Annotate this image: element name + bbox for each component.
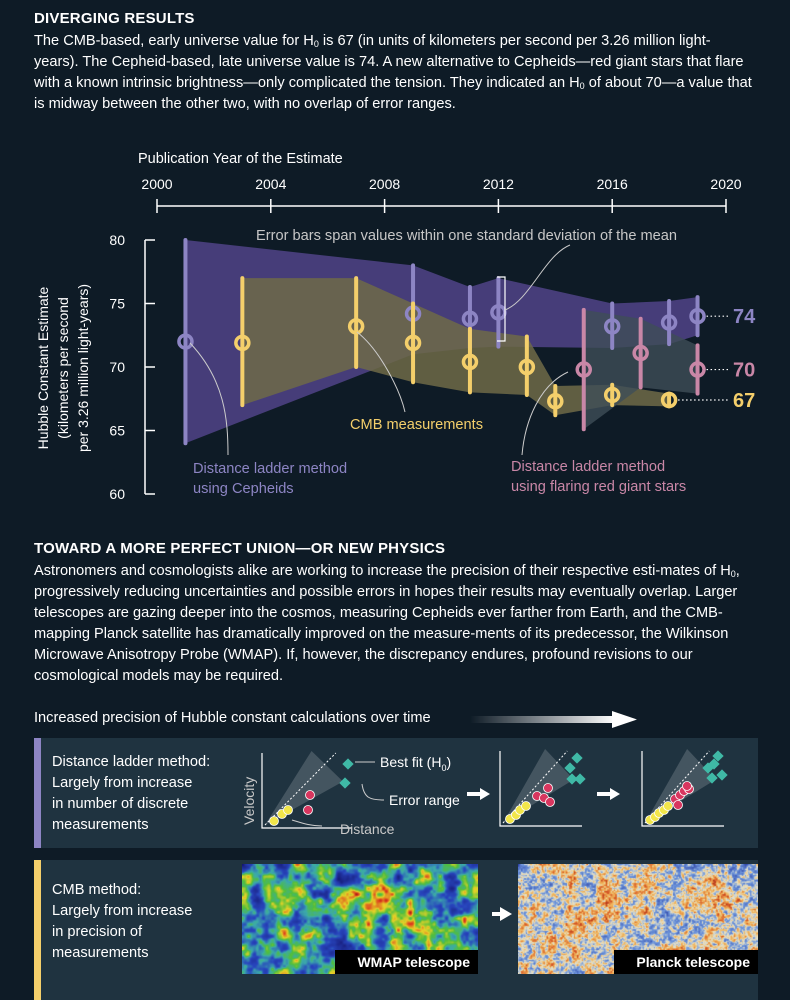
cmb-point — [347, 318, 365, 335]
cmb-point — [404, 334, 422, 352]
wmap-label: WMAP telescope — [335, 950, 478, 974]
cepheid-point — [603, 318, 621, 335]
best-fit-text-end: ) — [446, 754, 451, 770]
cepheid-series-label: Distance ladder method — [193, 461, 347, 477]
teal-diamond — [716, 769, 728, 781]
cmb-leader-line — [356, 331, 406, 413]
y-tick-label: 75 — [109, 296, 125, 312]
cepheid-series-label: using Cepheids — [193, 481, 294, 497]
velocity-label: Velocity — [241, 777, 257, 825]
best-fit-subscript: 0 — [441, 763, 446, 773]
cmb-series-label: CMB measurements — [350, 417, 483, 433]
yellow-point — [663, 801, 673, 811]
panel-color-bar — [34, 738, 41, 848]
hubble-chart: Publication Year of the Estimate 2000 2004… — [35, 151, 756, 502]
red-giant-series-label: Distance ladder method — [511, 459, 665, 475]
cmb-point — [660, 391, 678, 409]
pink-point — [305, 790, 315, 800]
yellow-point — [283, 805, 293, 815]
red-giant-leader-line — [521, 371, 569, 456]
diagram-arrow — [597, 788, 620, 800]
x-tick-label: 2020 — [710, 176, 741, 192]
cmb-band — [242, 278, 670, 416]
error-range-pointer — [361, 783, 385, 801]
cmb-point — [518, 358, 536, 376]
y-tick-label: 80 — [109, 232, 125, 248]
cepheid-point — [461, 310, 479, 327]
precision-header: Increased precision of Hubble constant c… — [34, 710, 431, 726]
red-giant-point — [575, 361, 592, 378]
error-range-label: Error range — [389, 792, 460, 808]
distance-label: Distance — [340, 821, 395, 837]
pink-point — [682, 781, 692, 791]
note-leader — [504, 244, 571, 311]
error-range-wedge — [645, 749, 716, 823]
mini-axes — [641, 751, 724, 827]
teal-diamond — [571, 752, 583, 764]
y-axis-label-line: Hubble Constant Estimate — [35, 286, 51, 449]
teal-diamond — [342, 758, 354, 770]
planck-label: Planck telescope — [614, 950, 758, 974]
red-giant-series-label: using flaring red giant stars — [511, 479, 686, 495]
x-tick-label: 2008 — [369, 176, 400, 192]
cmb-arrow — [492, 907, 512, 921]
best-fit-label: Best fit (H0) — [380, 754, 451, 773]
cepheid-leader-line — [189, 342, 229, 456]
x-tick-label: 2016 — [597, 176, 628, 192]
panel-color-bar — [34, 860, 41, 1000]
y-tick-label: 60 — [109, 486, 125, 502]
error-range-wedge — [265, 751, 343, 825]
red-giant-end-label: 70 — [733, 360, 755, 382]
yellow-point — [269, 816, 279, 826]
mini-axes — [499, 751, 582, 827]
diagram-arrow — [467, 788, 490, 800]
cmb-point — [603, 386, 621, 404]
x-tick-label: 2000 — [141, 176, 172, 192]
section-title-diverging: DIVERGING RESULTS — [34, 10, 195, 27]
distance-ladder-text: Distance ladder method: Largely from incr… — [52, 754, 211, 833]
intro-paragraph: The CMB-based, early universe value for … — [34, 33, 752, 112]
cepheid-point — [689, 307, 706, 325]
cmb-text: CMB method: Largely from increase in preci… — [52, 882, 193, 961]
best-fit-line — [264, 752, 337, 826]
error-bar-note: Error bars span values within one standa… — [256, 228, 677, 244]
pink-point — [303, 805, 313, 815]
best-fit-text: Best fit (H — [380, 754, 441, 770]
hubble-diagrams: Velocity Distance Best fit (H0) Error range — [241, 749, 728, 837]
cmb-point — [547, 393, 564, 410]
precision-arrow — [470, 711, 637, 728]
x-tick-label: 2012 — [483, 176, 514, 192]
section-title-union: TOWARD A MORE PERFECT UNION—OR NEW PHYSI… — [34, 540, 446, 557]
red-giant-point — [689, 361, 706, 378]
teal-diamond — [574, 773, 586, 785]
cepheid-point — [660, 314, 678, 331]
x-axis-title: Publication Year of the Estimate — [138, 151, 343, 167]
y-tick-label: 65 — [109, 423, 125, 439]
y-axis-label-line: (kilometers per second — [55, 297, 71, 439]
y-axis-label: Hubble Constant Estimate (kilometers per … — [35, 284, 91, 452]
cmb-point — [234, 334, 251, 352]
planck-map: Planck telescope — [518, 864, 758, 974]
x-tick-label: 2004 — [255, 176, 286, 192]
yellow-point — [521, 801, 531, 811]
cepheid-end-label: 74 — [733, 306, 756, 328]
y-tick-label: 70 — [109, 359, 125, 375]
error-bar-bracket — [497, 276, 506, 342]
distance-ladder-panel: Distance ladder method: Largely from incr… — [34, 738, 758, 848]
cepheid-point — [177, 333, 194, 350]
teal-diamond — [339, 777, 351, 789]
distance-arrow — [291, 819, 323, 827]
pink-point — [673, 800, 683, 810]
wmap-map: WMAP telescope — [242, 864, 478, 974]
red-giant-point — [632, 344, 649, 362]
error-range-wedge — [503, 749, 574, 823]
union-paragraph: Astronomers and cosmologists alike are w… — [34, 563, 740, 684]
pink-point — [545, 797, 555, 807]
mini-axes — [261, 753, 352, 829]
cmb-end-label: 67 — [733, 390, 755, 412]
cmb-point — [461, 353, 479, 371]
y-axis-label-line: per 3.26 million light-years) — [75, 284, 91, 452]
pink-point — [543, 783, 553, 793]
